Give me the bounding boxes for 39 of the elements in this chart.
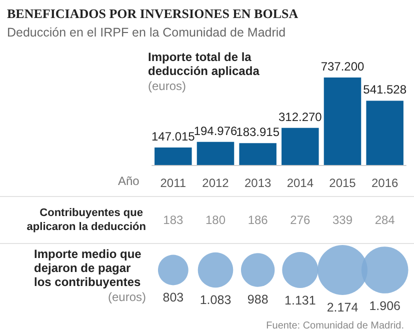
data-label: 1.906 [369,298,401,313]
y-axis-title: Importe total de la deducción aplicada [148,50,260,78]
data-label: 1.131 [284,294,316,308]
data-label: 2.174 [326,300,358,314]
x-tick-label: 2015 [329,176,356,190]
x-tick-label: 2012 [202,176,230,190]
data-label: 183 [163,213,184,227]
bar [324,77,362,165]
data-label: 147.015 [151,130,196,144]
bar [239,143,276,165]
data-label: 1.083 [200,293,232,308]
data-label: 803 [162,290,184,305]
data-label: 276 [290,213,310,227]
data-label: 186 [248,213,268,227]
bar [154,148,192,165]
chart-title: BENEFICIADOS POR INVERSIONES EN BOLSA [7,6,299,21]
data-label: 194.976 [194,124,238,138]
x-tick-label: 2016 [371,176,399,190]
bar [196,142,234,165]
source-note: Fuente: Comunidad de Madrid. [266,320,404,332]
data-label: 180 [205,213,226,227]
data-label: 737.200 [320,59,365,74]
bar [366,100,404,165]
data-label: 541.528 [363,82,407,97]
x-tick-label: 2013 [244,176,272,190]
data-label: 312.270 [278,110,322,124]
x-axis-title: Año [118,174,140,188]
data-label: 988 [247,292,268,306]
text: Contribuyentes que aplicaron la deducción [26,207,146,233]
data-label: 284 [374,213,396,227]
data-label: 339 [332,213,353,227]
annotation: (euros) [148,79,186,93]
data-label: 183.915 [236,125,280,140]
x-tick-label: 2011 [160,176,186,190]
text: (euros) [108,290,146,304]
text: Importe medio que dejaron de pagar los contribuyentes [34,247,145,289]
chart-subtitle: Deducción en el IRPF en la Comunidad de Madrid [7,26,286,40]
x-tick-label: 2014 [286,176,314,190]
bar [282,128,319,165]
